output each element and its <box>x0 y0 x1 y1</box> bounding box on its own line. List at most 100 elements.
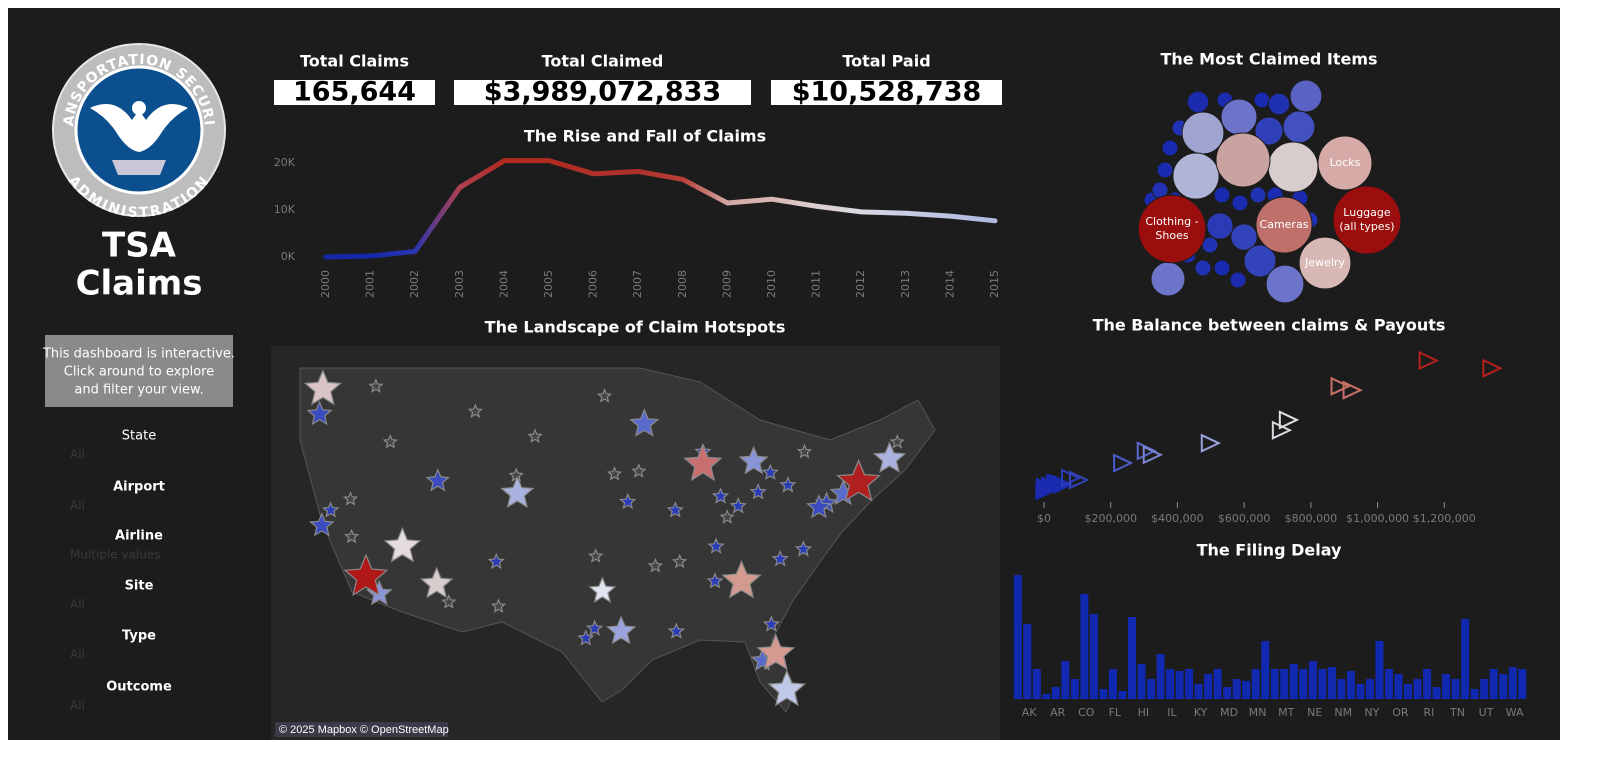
map-attribution: © 2025 Mapbox © OpenStreetMap <box>279 724 449 736</box>
kpi-box <box>771 80 1002 105</box>
bubble <box>1255 196 1313 254</box>
map-star <box>596 388 613 403</box>
bubble <box>1194 259 1212 277</box>
bubble <box>1230 223 1258 251</box>
filter-label: Site <box>125 579 154 594</box>
bubble-label: Locks <box>1329 155 1361 169</box>
logo-eagle <box>90 104 188 152</box>
map-star <box>343 528 360 544</box>
bar <box>1032 669 1041 699</box>
kpi-box <box>274 80 435 105</box>
bubble <box>1253 91 1271 109</box>
scatter-point <box>1482 358 1503 378</box>
info-text: Click around to explore <box>64 365 214 380</box>
bubble <box>1267 141 1319 193</box>
map-star <box>707 537 725 554</box>
bar <box>1204 674 1213 699</box>
map-star <box>306 400 333 426</box>
bubble <box>1267 92 1291 116</box>
bubble <box>1243 244 1277 278</box>
bar <box>1127 617 1136 699</box>
bar <box>1185 669 1194 699</box>
bubble <box>1213 186 1231 204</box>
bar <box>1223 687 1232 699</box>
info-box <box>45 335 233 407</box>
filter-value: All <box>70 448 85 462</box>
bubble <box>1332 185 1402 255</box>
map-attribution-box <box>275 722 448 737</box>
map-star <box>672 553 688 569</box>
map-star <box>631 463 647 478</box>
x-tick-label: 2004 <box>497 270 510 298</box>
map-star <box>467 403 484 419</box>
x-tick-label: IL <box>1167 706 1177 719</box>
bubble-label: Luggage (all types) <box>1339 205 1395 233</box>
map-star <box>605 615 637 645</box>
x-tick-label: NM <box>1334 706 1352 719</box>
bar <box>1118 691 1127 699</box>
map-star <box>588 576 617 603</box>
map-star <box>738 445 769 475</box>
x-tick-label: $1,200,000 <box>1413 512 1476 525</box>
bar <box>1299 669 1308 699</box>
y-tick-label: 10K <box>274 203 296 216</box>
kpi-value: 165,644 <box>293 77 416 108</box>
filter-value: All <box>70 598 85 612</box>
map-star <box>487 552 505 570</box>
scatter-point <box>1069 470 1090 490</box>
bar <box>1508 667 1517 699</box>
map-star <box>619 492 637 510</box>
x-tick-label: 2009 <box>720 270 733 298</box>
map-star <box>303 369 342 406</box>
bar <box>1470 689 1479 699</box>
bar <box>1356 684 1365 699</box>
logo-base <box>112 160 166 175</box>
bubble <box>1229 271 1247 289</box>
map-star <box>729 497 747 514</box>
line <box>323 158 998 260</box>
chart-title: The Most Claimed Items <box>1160 50 1377 69</box>
x-tick-label: OR <box>1392 706 1409 719</box>
map-star <box>588 548 604 563</box>
x-tick-label: $600,000 <box>1218 512 1271 525</box>
bar <box>1442 674 1451 699</box>
bubble <box>1231 194 1249 212</box>
map-star <box>382 434 398 449</box>
map-star <box>577 629 595 646</box>
bar <box>1023 624 1032 699</box>
bar <box>1261 641 1270 699</box>
map-star <box>794 540 812 557</box>
bubble <box>1172 152 1220 200</box>
filter-label: Airline <box>115 529 163 544</box>
bar <box>1346 671 1355 699</box>
map-star <box>586 619 604 636</box>
x-tick-label: HI <box>1138 706 1150 719</box>
map-star <box>767 669 807 707</box>
bubble <box>1215 132 1271 188</box>
x-tick-label: TN <box>1449 706 1465 719</box>
x-tick-label: FL <box>1109 706 1122 719</box>
bar <box>1108 669 1117 699</box>
map-star <box>749 483 767 500</box>
scatter-point <box>1278 410 1300 430</box>
bar <box>1175 671 1184 699</box>
bar <box>1089 614 1098 699</box>
bar <box>1280 669 1289 699</box>
map-star <box>309 512 335 537</box>
map-star <box>721 560 762 599</box>
map-star <box>719 509 735 524</box>
bar <box>1327 667 1336 699</box>
x-tick-label: $400,000 <box>1151 512 1204 525</box>
bar <box>1242 681 1251 699</box>
map-star <box>490 598 507 613</box>
x-tick-label: MT <box>1278 706 1294 719</box>
bubble-label-box: Luggage (all types) <box>1339 205 1395 233</box>
x-tick-label: $800,000 <box>1285 512 1338 525</box>
bar <box>1070 679 1079 699</box>
bubble-label: Cameras <box>1259 217 1309 231</box>
scatter-point <box>1036 477 1057 497</box>
x-tick-label: NE <box>1307 706 1322 719</box>
bubble <box>1317 135 1373 191</box>
x-tick-label: 2001 <box>364 270 377 298</box>
